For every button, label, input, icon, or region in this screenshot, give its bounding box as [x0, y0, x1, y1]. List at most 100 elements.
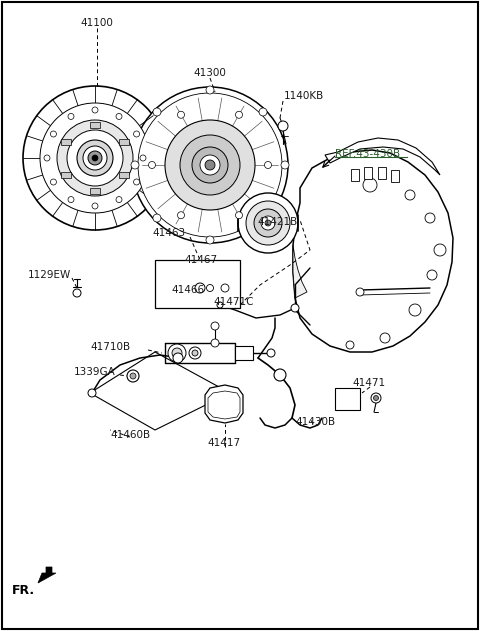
Polygon shape: [61, 172, 72, 177]
Circle shape: [195, 283, 205, 293]
Circle shape: [116, 114, 122, 119]
Circle shape: [168, 344, 186, 362]
Circle shape: [200, 155, 220, 175]
Circle shape: [434, 244, 446, 256]
Text: 41417: 41417: [207, 438, 240, 448]
Text: 41300: 41300: [193, 68, 227, 78]
Circle shape: [264, 162, 272, 168]
Text: 41471: 41471: [352, 378, 385, 388]
Text: 1129EW: 1129EW: [28, 270, 71, 280]
Circle shape: [23, 86, 167, 230]
Text: 41421B: 41421B: [257, 217, 297, 227]
Circle shape: [211, 339, 219, 347]
Circle shape: [50, 131, 57, 137]
Polygon shape: [90, 122, 100, 128]
Circle shape: [265, 220, 271, 226]
Bar: [155, 260, 240, 308]
Circle shape: [77, 140, 113, 176]
Circle shape: [132, 87, 288, 243]
Circle shape: [363, 178, 377, 192]
Circle shape: [236, 111, 242, 118]
Circle shape: [92, 107, 98, 113]
Circle shape: [40, 103, 150, 213]
Circle shape: [180, 135, 240, 195]
Circle shape: [83, 146, 107, 170]
Circle shape: [50, 179, 57, 185]
Circle shape: [267, 349, 275, 357]
Polygon shape: [90, 188, 100, 194]
Circle shape: [116, 197, 122, 203]
Bar: [335, 388, 360, 410]
Circle shape: [153, 214, 161, 222]
Circle shape: [356, 288, 364, 296]
Text: 41471C: 41471C: [213, 297, 253, 307]
Circle shape: [291, 304, 299, 312]
Circle shape: [88, 151, 102, 165]
Circle shape: [127, 370, 139, 382]
Polygon shape: [38, 567, 56, 583]
Circle shape: [153, 108, 161, 116]
Circle shape: [192, 350, 198, 356]
Circle shape: [178, 212, 184, 219]
Circle shape: [373, 396, 379, 401]
Circle shape: [206, 236, 214, 244]
Text: 41467: 41467: [184, 255, 217, 265]
Circle shape: [425, 213, 435, 223]
Polygon shape: [208, 391, 240, 419]
Circle shape: [68, 197, 74, 203]
Circle shape: [236, 212, 242, 219]
Circle shape: [211, 322, 219, 330]
Bar: [378, 167, 386, 179]
Polygon shape: [293, 245, 307, 298]
Circle shape: [261, 216, 275, 230]
Circle shape: [92, 203, 98, 209]
Text: 41430B: 41430B: [295, 417, 335, 427]
Circle shape: [148, 162, 156, 168]
Bar: [235, 346, 253, 360]
Text: 41460B: 41460B: [110, 430, 150, 440]
Text: FR.: FR.: [12, 584, 35, 598]
Text: 41463: 41463: [152, 228, 185, 238]
Circle shape: [44, 155, 50, 161]
Polygon shape: [119, 138, 129, 144]
Circle shape: [405, 190, 415, 200]
Circle shape: [173, 353, 183, 363]
Circle shape: [427, 270, 437, 280]
Circle shape: [254, 209, 282, 237]
Circle shape: [57, 120, 133, 196]
Circle shape: [238, 193, 298, 253]
Text: 41710B: 41710B: [90, 342, 130, 352]
Circle shape: [259, 214, 267, 222]
Text: 1339GA: 1339GA: [74, 367, 116, 377]
Circle shape: [274, 369, 286, 381]
Circle shape: [68, 114, 74, 119]
Circle shape: [206, 285, 214, 292]
Circle shape: [138, 93, 282, 237]
Circle shape: [192, 147, 228, 183]
Circle shape: [130, 373, 136, 379]
Circle shape: [380, 333, 390, 343]
Circle shape: [278, 121, 288, 131]
Polygon shape: [119, 172, 129, 177]
Bar: [364, 167, 372, 179]
Circle shape: [221, 284, 229, 292]
Text: 1140KB: 1140KB: [284, 91, 324, 101]
Circle shape: [346, 341, 354, 349]
Circle shape: [133, 179, 140, 185]
Circle shape: [140, 155, 146, 161]
Polygon shape: [61, 138, 72, 144]
Text: 41466: 41466: [171, 285, 204, 295]
Circle shape: [73, 289, 81, 297]
Circle shape: [217, 302, 223, 308]
Circle shape: [409, 304, 421, 316]
Circle shape: [172, 348, 182, 358]
Circle shape: [281, 161, 289, 169]
Circle shape: [205, 160, 215, 170]
Bar: [351, 169, 359, 181]
Polygon shape: [205, 385, 243, 423]
Circle shape: [189, 347, 201, 359]
Text: REF.43-430B: REF.43-430B: [335, 149, 400, 159]
Circle shape: [67, 130, 123, 186]
Circle shape: [206, 86, 214, 94]
Polygon shape: [325, 138, 440, 175]
